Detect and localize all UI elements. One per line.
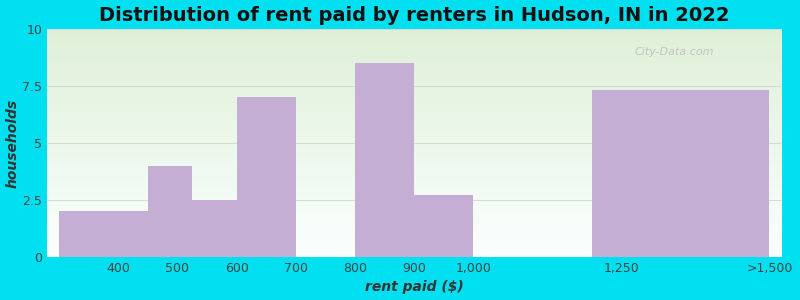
Text: City-Data.com: City-Data.com <box>634 47 714 57</box>
X-axis label: rent paid ($): rent paid ($) <box>365 280 464 294</box>
Bar <box>592 91 770 257</box>
Title: Distribution of rent paid by renters in Hudson, IN in 2022: Distribution of rent paid by renters in … <box>99 6 730 25</box>
Bar <box>59 212 148 257</box>
Bar <box>192 200 237 257</box>
Bar <box>355 63 414 257</box>
Bar <box>148 166 192 257</box>
Bar <box>414 195 474 257</box>
Y-axis label: households: households <box>6 98 19 188</box>
Bar <box>237 97 296 257</box>
